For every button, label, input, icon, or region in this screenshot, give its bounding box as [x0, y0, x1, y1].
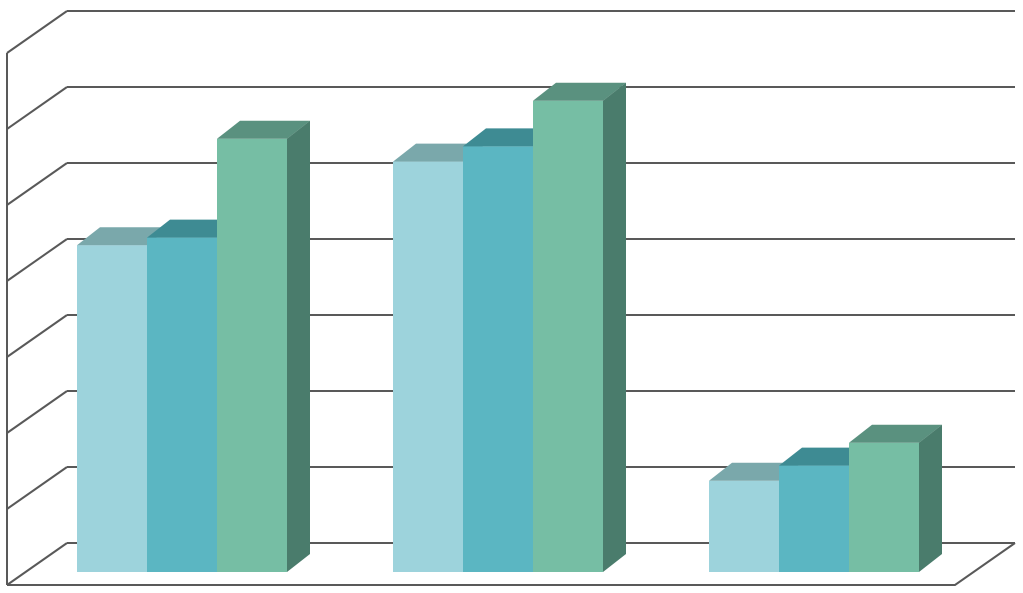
bar-top-c2-s2	[463, 128, 556, 147]
side-gridline-1	[6, 466, 68, 510]
side-gridline-4	[6, 238, 68, 282]
bar-top-c1-s3	[217, 120, 310, 139]
bar-side-c2-s3	[603, 82, 626, 573]
bar-side-c1-s3	[287, 120, 310, 573]
bars-layer	[77, 82, 942, 573]
bar-front-c2-s3	[533, 100, 603, 573]
bar-top-c3-s3	[849, 424, 942, 443]
side-gridline-7	[6, 10, 68, 54]
bar-c2-s1	[393, 143, 486, 572]
bar-front-c3-s3	[849, 442, 919, 572]
bar-c2-s3	[533, 82, 626, 573]
bar-c1-s2	[147, 219, 240, 572]
bar-front-c1-s1	[77, 245, 147, 572]
side-gridline-5	[6, 162, 68, 206]
bar-front-c3-s1	[709, 480, 779, 572]
side-gridline-2	[6, 390, 68, 434]
side-gridline-6	[6, 86, 68, 130]
bar-c1-s1	[77, 227, 170, 572]
bar-c2-s2	[463, 128, 556, 572]
bar-top-c3-s1	[709, 462, 802, 481]
bar-front-c2-s1	[393, 161, 463, 572]
side-gridline-3	[6, 314, 68, 358]
bar-front-c3-s2	[779, 465, 849, 572]
side-gridline-0	[6, 542, 68, 586]
bar-top-c2-s3	[533, 82, 626, 101]
bar-c3-s3	[849, 424, 942, 572]
bar-front-c1-s2	[147, 237, 217, 572]
bar-top-c1-s2	[147, 219, 240, 238]
bar-top-c1-s1	[77, 227, 170, 246]
bar-front-c2-s2	[463, 146, 533, 572]
floor-edge	[7, 542, 1016, 586]
bar-c1-s3	[217, 120, 310, 573]
bar-side-c3-s3	[919, 424, 942, 572]
bar-top-c3-s2	[779, 447, 872, 466]
bar-top-c2-s1	[393, 143, 486, 162]
bar-c3-s2	[779, 447, 872, 572]
bar-front-c1-s3	[217, 138, 287, 573]
bar-c3-s1	[709, 462, 802, 572]
